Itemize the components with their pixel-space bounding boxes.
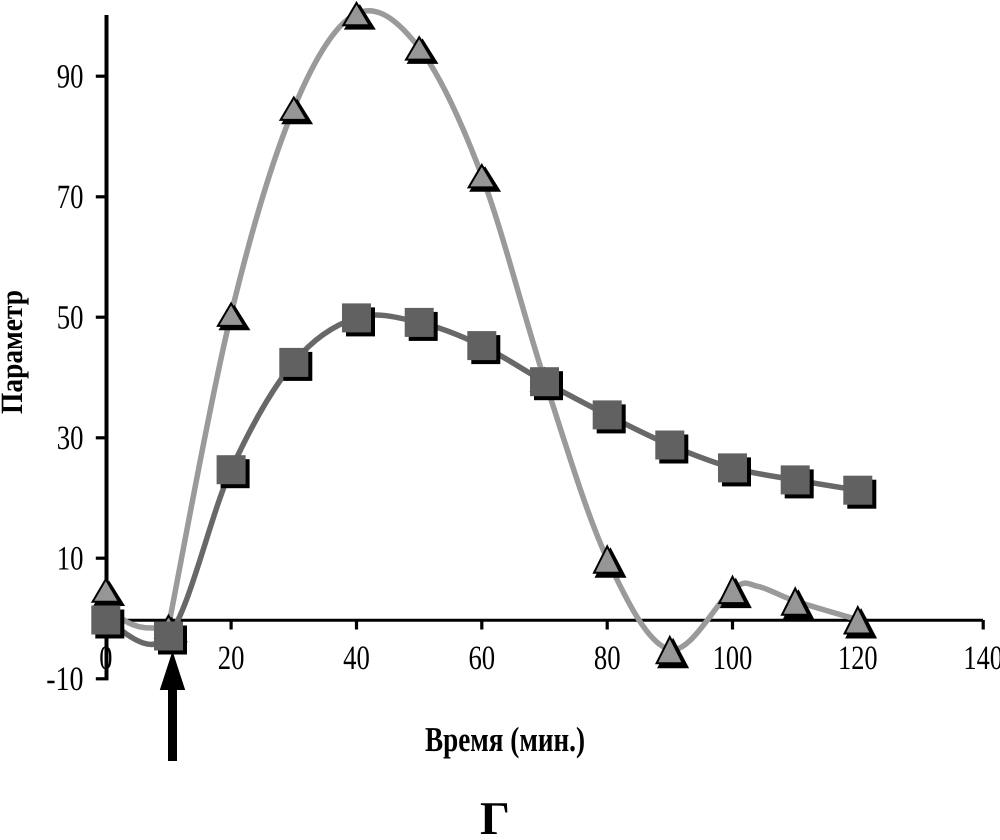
svg-text:30: 30 bbox=[57, 420, 84, 457]
svg-text:50: 50 bbox=[57, 299, 84, 336]
svg-text:120: 120 bbox=[838, 640, 878, 677]
svg-text:70: 70 bbox=[57, 179, 84, 216]
svg-text:Г: Г bbox=[480, 793, 510, 835]
svg-text:20: 20 bbox=[218, 640, 245, 677]
svg-text:Параметр: Параметр bbox=[0, 290, 29, 414]
svg-text:100: 100 bbox=[713, 640, 753, 677]
svg-text:40: 40 bbox=[343, 640, 370, 677]
svg-text:10: 10 bbox=[57, 541, 84, 578]
svg-text:60: 60 bbox=[468, 640, 495, 677]
svg-text:140: 140 bbox=[963, 640, 1000, 677]
svg-text:90: 90 bbox=[57, 59, 84, 96]
svg-text:Время (мин.): Время (мин.) bbox=[425, 720, 585, 759]
svg-text:-10: -10 bbox=[46, 661, 83, 698]
svg-text:0: 0 bbox=[99, 640, 112, 677]
svg-text:80: 80 bbox=[594, 640, 621, 677]
